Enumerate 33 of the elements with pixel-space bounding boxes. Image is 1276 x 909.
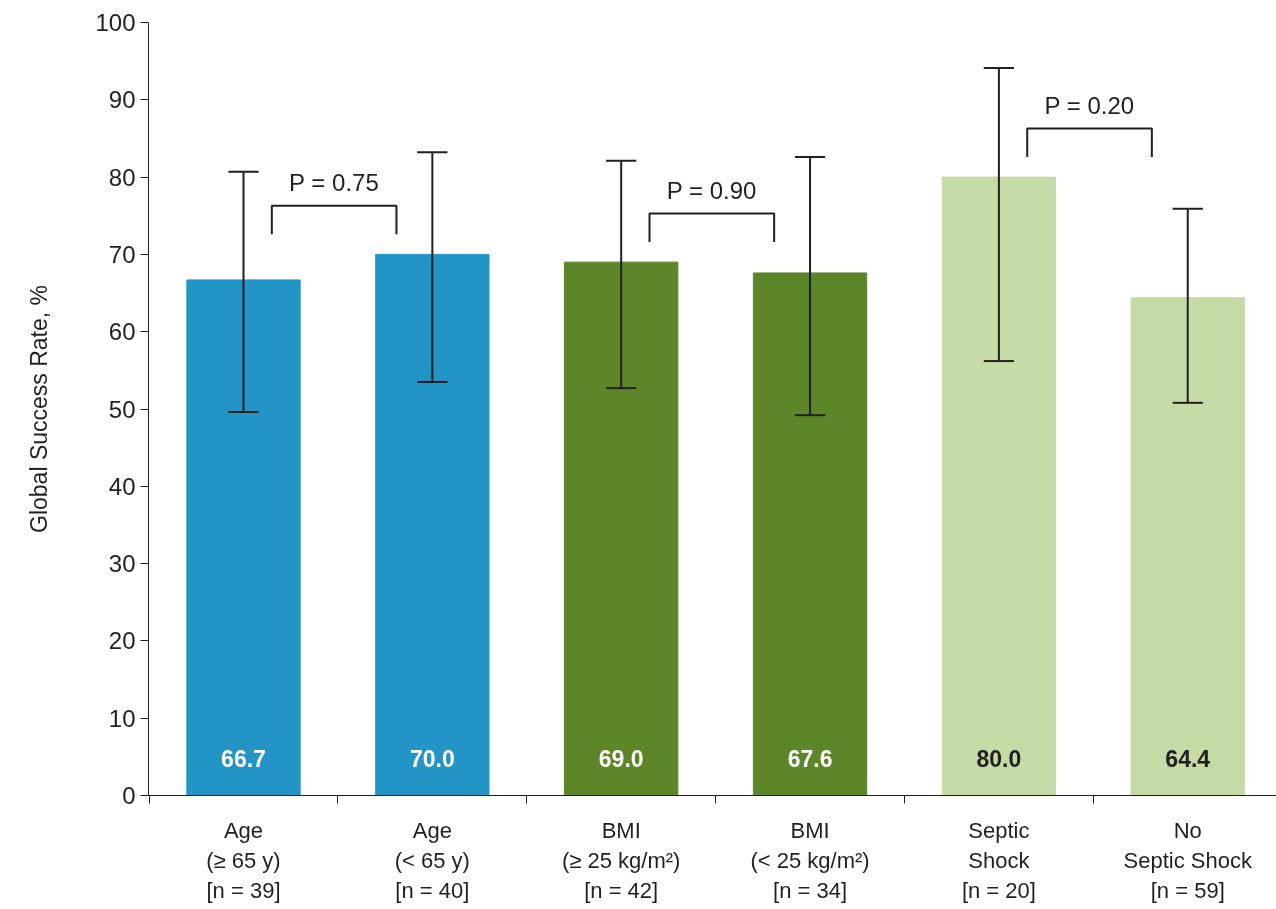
data-label: 80.0 (976, 745, 1022, 772)
bar (1130, 297, 1245, 796)
x-tick-label: Septic Shock [n = 20] (961, 817, 1036, 903)
x-tick-label: BMI (< 25 kg/m²) [n = 34] (750, 817, 870, 903)
x-tick-label: Age (< 65 y) [n = 40] (394, 817, 470, 903)
bar (752, 272, 868, 796)
y-tick-label: 10 (108, 704, 136, 732)
y-axis-title: Global Success Rate, % (26, 284, 53, 533)
x-tick-label: No Septic Shock [n = 59] (1123, 817, 1253, 903)
y-tick-label: 100 (95, 9, 136, 36)
bar (941, 176, 1057, 796)
y-tick-label: 40 (108, 472, 136, 500)
data-label: 69.0 (598, 745, 644, 772)
bar (186, 279, 301, 796)
annotation: P = 0.75 (289, 169, 379, 197)
data-label: 70.0 (409, 745, 455, 772)
y-tick-label: 70 (108, 240, 136, 268)
bar (564, 261, 679, 796)
y-tick-label: 80 (108, 163, 136, 191)
annotation: P = 0.90 (666, 177, 757, 205)
data-label: 66.7 (221, 745, 266, 772)
y-tick-label: 20 (108, 627, 136, 655)
y-tick-label: 50 (108, 395, 136, 423)
annotation: P = 0.20 (1044, 92, 1135, 120)
y-tick-label: 90 (108, 86, 136, 114)
data-label: 64.4 (1165, 745, 1211, 772)
y-tick-label: 30 (108, 550, 136, 578)
y-tick-label: 0 (122, 782, 136, 809)
x-tick-label: BMI (≥ 25 kg/m²) [n = 42] (561, 817, 681, 903)
bar (375, 253, 490, 796)
x-tick-label: Age (≥ 65 y) [n = 39] (206, 817, 281, 903)
data-label: 67.6 (787, 745, 833, 772)
y-tick-label: 60 (108, 318, 136, 346)
